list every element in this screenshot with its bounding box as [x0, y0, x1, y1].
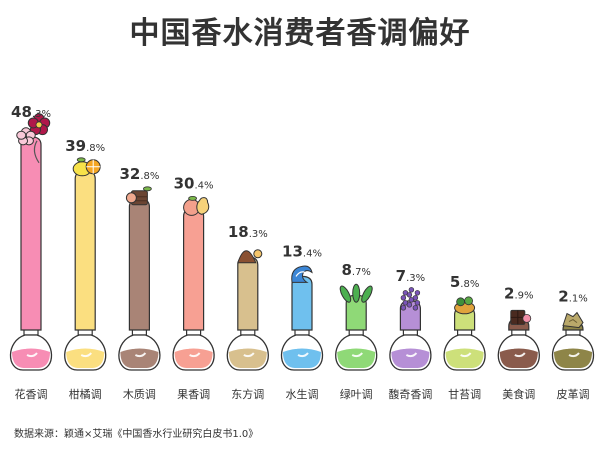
category-label: 美食调	[502, 387, 535, 401]
category-label: 柑橘调	[69, 387, 102, 401]
bar	[237, 256, 259, 331]
data-label: 13.4%	[282, 242, 322, 260]
perfume-bottle	[551, 327, 595, 371]
perfume-bottle	[64, 327, 107, 371]
data-label: 18.3%	[228, 223, 268, 241]
data-label: 8.7%	[341, 261, 370, 279]
data-label: 32.8%	[119, 165, 159, 183]
perfume-bottle	[443, 327, 486, 371]
leather-icon	[562, 311, 584, 329]
spice-icon	[237, 249, 263, 264]
bar	[183, 207, 205, 331]
chocolate-icon	[510, 309, 532, 325]
category-label: 水生调	[286, 387, 319, 401]
data-label: 48.3%	[11, 103, 51, 121]
category-label: 木质调	[123, 388, 156, 401]
bar	[128, 198, 150, 331]
perfume-bottle	[226, 327, 269, 371]
perfume-bottle	[497, 327, 540, 371]
bar	[291, 275, 313, 331]
category-label: 绿叶调	[340, 387, 373, 401]
wave-icon	[291, 265, 313, 283]
category-label: 果香调	[177, 388, 210, 401]
data-label: 7.3%	[396, 267, 425, 285]
perfume-bottle	[280, 327, 324, 371]
data-label: 39.8%	[65, 137, 105, 155]
perfume-bottle	[389, 327, 432, 371]
chart-title: 中国香水消费者香调偏好	[129, 16, 471, 51]
wood-icon	[125, 186, 152, 206]
data-label: 2.1%	[558, 288, 587, 306]
data-label: 30.4%	[174, 174, 214, 192]
data-label: 2.9%	[504, 284, 533, 302]
leaf-icon	[339, 283, 373, 303]
perfume-bottle	[118, 327, 161, 371]
category-label: 馥奇香调	[388, 387, 432, 401]
moss-icon	[454, 296, 476, 315]
category-label: 甘苔调	[448, 387, 481, 401]
category-label: 花香调	[15, 388, 48, 401]
lemon-icon	[72, 157, 101, 177]
perfume-bottle	[9, 327, 53, 371]
data-label: 5.8%	[450, 273, 479, 291]
bar	[20, 136, 42, 331]
peach-icon	[183, 195, 210, 216]
lavender-icon	[400, 287, 421, 311]
category-label: 皮革调	[557, 387, 590, 401]
perfume-bottle	[172, 327, 215, 371]
bar	[74, 170, 96, 331]
category-label: 东方调	[231, 387, 264, 401]
source-note: 数据来源：颖通×艾瑞《中国香水行业研究白皮书1.0》	[14, 429, 259, 440]
perfume-bottle	[335, 327, 378, 371]
flower-icon	[16, 113, 51, 164]
